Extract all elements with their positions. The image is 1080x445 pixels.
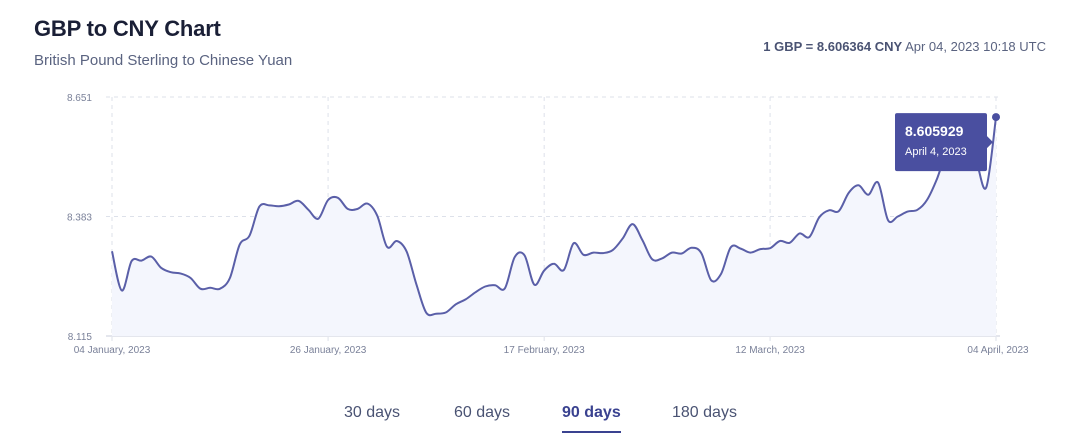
rate-series-line — [111, 116, 997, 317]
tab-60-days[interactable]: 60 days — [454, 404, 511, 421]
period-tabs: 30 days 60 days 90 days 180 days — [0, 392, 1080, 438]
tab-180-days[interactable]: 180 days — [672, 404, 737, 421]
x-tick-label: 26 January, 2023 — [290, 345, 367, 356]
exchange-rate-chart[interactable]: 8.651 8.383 8.115 04 January, 2023 26 Janua… — [0, 80, 1080, 370]
tab-30-days[interactable]: 30 days — [344, 404, 401, 421]
current-rate: 1 GBP = 8.606364 CNY Apr 04, 2023 10:18 … — [763, 39, 1046, 54]
current-rate-timestamp: Apr 04, 2023 10:18 UTC — [905, 39, 1046, 54]
tab-90-days[interactable]: 90 days — [562, 404, 621, 433]
page-subtitle: British Pound Sterling to Chinese Yuan — [34, 52, 293, 69]
rate-tooltip: 8.605929 April 4, 2023 — [895, 113, 993, 172]
tooltip-date: April 4, 2023 — [905, 146, 967, 158]
x-tick-label: 04 January, 2023 — [74, 345, 151, 356]
x-axis-ticks: 04 January, 2023 26 January, 2023 17 Febru… — [74, 345, 1029, 356]
y-tick-label: 8.115 — [68, 332, 93, 343]
tooltip-value: 8.605929 — [905, 123, 964, 139]
x-tick-label: 04 April, 2023 — [967, 345, 1029, 356]
tooltip-pointer — [987, 136, 993, 149]
y-axis-ticks: 8.651 8.383 8.115 — [67, 93, 92, 343]
x-tick-label: 12 March, 2023 — [735, 345, 805, 356]
x-tick-label: 17 February, 2023 — [504, 345, 585, 356]
current-rate-value: 1 GBP = 8.606364 CNY — [763, 39, 903, 54]
rate-area-fill — [112, 117, 996, 336]
y-tick-label: 8.651 — [67, 93, 92, 104]
page-title: GBP to CNY Chart — [34, 16, 221, 41]
tooltip-box — [895, 113, 987, 172]
y-tick-label: 8.383 — [67, 213, 92, 224]
latest-rate-point[interactable] — [992, 113, 1000, 122]
